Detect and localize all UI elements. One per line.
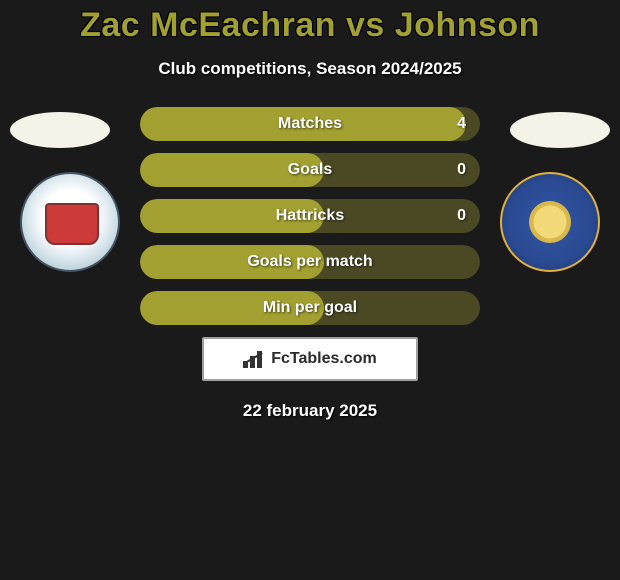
bar-value: 4 bbox=[457, 107, 466, 141]
bar-value: 0 bbox=[457, 199, 466, 233]
right-ellipse bbox=[510, 112, 610, 148]
comparison-panel: Matches4Goals0Hattricks0Goals per matchM… bbox=[0, 107, 620, 421]
bar-value: 0 bbox=[457, 153, 466, 187]
team-badge-left bbox=[20, 172, 120, 272]
bar-chart-icon bbox=[243, 350, 265, 368]
logo-text: FcTables.com bbox=[271, 350, 377, 368]
team-badge-left-label bbox=[22, 174, 118, 270]
stat-bar: Matches4 bbox=[140, 107, 480, 141]
stat-bar: Goals0 bbox=[140, 153, 480, 187]
bar-label: Matches bbox=[140, 107, 480, 141]
stat-bars: Matches4Goals0Hattricks0Goals per matchM… bbox=[140, 107, 480, 325]
stat-bar: Min per goal bbox=[140, 291, 480, 325]
bar-label: Min per goal bbox=[140, 291, 480, 325]
bar-label: Hattricks bbox=[140, 199, 480, 233]
team-badge-right bbox=[500, 172, 600, 272]
date-caption: 22 february 2025 bbox=[0, 401, 620, 421]
bar-label: Goals bbox=[140, 153, 480, 187]
bar-label: Goals per match bbox=[140, 245, 480, 279]
fctables-logo[interactable]: FcTables.com bbox=[202, 337, 418, 381]
stat-bar: Goals per match bbox=[140, 245, 480, 279]
subtitle: Club competitions, Season 2024/2025 bbox=[0, 59, 620, 79]
stat-bar: Hattricks0 bbox=[140, 199, 480, 233]
page-title: Zac McEachran vs Johnson bbox=[0, 0, 620, 45]
left-ellipse bbox=[10, 112, 110, 148]
